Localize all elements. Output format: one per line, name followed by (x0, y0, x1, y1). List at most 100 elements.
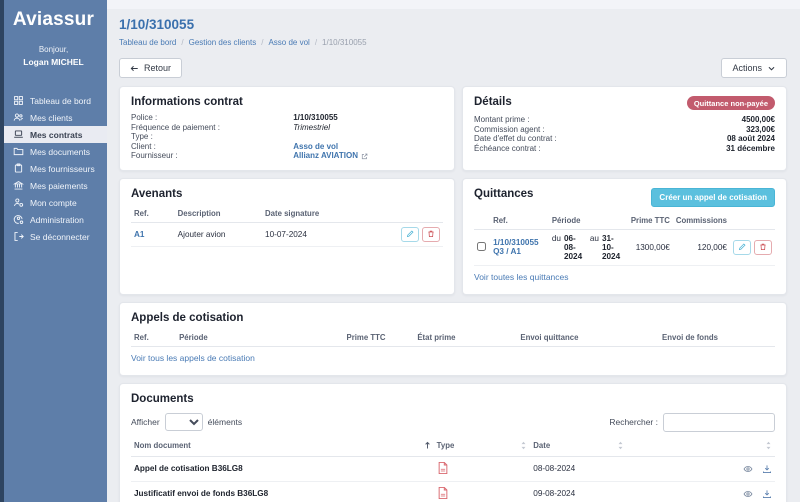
view-icon[interactable] (743, 464, 753, 474)
admin-icon (13, 215, 24, 225)
details-card: Détails Quittance non-payée Montant prim… (462, 86, 787, 171)
edit-button[interactable] (733, 239, 751, 255)
contract-info-list: Police : 1/10/310055 Fréquence de paieme… (131, 113, 443, 161)
info-row-type: Type : (131, 132, 153, 142)
view-all-quittances-link[interactable]: Voir toutes les quittances (474, 271, 569, 282)
col-actions (729, 211, 775, 230)
sidebar-item-label: Administration (30, 214, 84, 225)
detail-row-date-effet: Date d'effet du contrat : 08 août 2024 (474, 134, 775, 144)
sidebar-edge (0, 0, 4, 502)
avenant-row: A1 Ajouter avion 10-07-2024 (131, 222, 443, 247)
col-nom-document[interactable]: Nom document (131, 436, 434, 457)
client-link[interactable]: Asso de vol (293, 141, 339, 151)
download-icon[interactable] (762, 489, 772, 499)
col-document-actions[interactable] (626, 436, 775, 457)
supplier-link[interactable]: Allianz AVIATION (293, 151, 368, 161)
document-row: Justificatif envoi de fonds B36LG8 09-08… (131, 481, 775, 502)
sidebar-item-label: Se déconnecter (30, 231, 90, 242)
delete-button[interactable] (754, 239, 772, 255)
col-description: Description (174, 204, 263, 223)
page-length-select[interactable] (164, 413, 203, 432)
view-icon[interactable] (743, 489, 753, 499)
sidebar-item-mes-contrats[interactable]: Mes contrats (0, 126, 107, 144)
quittances-table: Ref. Période Prime TTC Commissions 1/10/… (474, 211, 775, 266)
actions-button-label: Actions (732, 63, 762, 73)
breadcrumb: Tableau de bord Gestion des clients Asso… (119, 38, 787, 47)
actions-button[interactable]: Actions (721, 58, 787, 78)
avenant-ref-link[interactable]: A1 (134, 229, 145, 239)
bank-icon (13, 181, 24, 190)
folder-icon (13, 148, 24, 156)
show-label: Afficher (131, 417, 160, 428)
col-prime-ttc: Prime TTC (343, 328, 415, 347)
sidebar-item-mes-documents[interactable]: Mes documents (0, 143, 107, 160)
download-icon[interactable] (762, 464, 772, 474)
sort-icon (520, 441, 527, 452)
sidebar-item-mon-compte[interactable]: Mon compte (0, 194, 107, 211)
quittance-ref-link[interactable]: 1/10/310055 Q3 / A1 (493, 238, 539, 257)
pdf-file-icon (437, 461, 449, 477)
avenants-table: Ref. Description Date signature A1 Ajout… (131, 204, 443, 247)
greeting-text: Bonjour, (38, 45, 69, 54)
search-control: Rechercher : (609, 412, 775, 432)
quittance-commissions: 120,00€ (672, 229, 730, 266)
create-appel-cotisation-button[interactable]: Créer un appel de cotisation (651, 187, 775, 207)
breadcrumb-asso-de-vol[interactable]: Asso de vol (268, 38, 310, 47)
appels-title: Appels de cotisation (131, 311, 244, 324)
breadcrumb-tableau-de-bord[interactable]: Tableau de bord (119, 38, 177, 47)
users-icon (13, 113, 23, 121)
sidebar-item-mes-fournisseurs[interactable]: Mes fournisseurs (0, 160, 107, 177)
delete-button[interactable] (422, 226, 440, 242)
col-commissions: Commissions (672, 211, 730, 230)
search-input[interactable] (663, 412, 775, 432)
sort-asc-icon (424, 441, 431, 452)
cards-row-2: Avenants Ref. Description Date signature… (119, 177, 787, 295)
quittances-card-head: Quittances Créer un appel de cotisation (474, 187, 775, 207)
quittance-prime: 1300,00€ (627, 229, 673, 266)
view-all-appels-link[interactable]: Voir tous les appels de cotisation (131, 352, 255, 363)
col-type[interactable]: Type (433, 436, 531, 457)
sidebar-item-label: Mes fournisseurs (30, 163, 95, 174)
page-length-control: Afficher éléments (131, 413, 242, 432)
user-gear-icon (14, 198, 24, 207)
avenants-header-row: Ref. Description Date signature (131, 204, 443, 223)
trash-icon (760, 244, 766, 251)
quittance-row: 1/10/310055 Q3 / A1 du 06-08-2024 au 31-… (474, 229, 775, 266)
sidebar-item-mes-paiements[interactable]: Mes paiements (0, 177, 107, 194)
edit-button[interactable] (401, 226, 419, 242)
avenant-description: Ajouter avion (174, 222, 263, 247)
quittances-header-row: Ref. Période Prime TTC Commissions (474, 211, 775, 230)
back-button[interactable]: Retour (119, 58, 183, 78)
sidebar-item-se-deconnecter[interactable]: Se déconnecter (0, 228, 107, 245)
avenants-card: Avenants Ref. Description Date signature… (119, 177, 455, 295)
col-select (474, 211, 491, 230)
avenants-title: Avenants (131, 187, 183, 200)
col-ref: Ref. (131, 204, 175, 223)
contract-info-card: Informations contrat Police : 1/10/31005… (119, 86, 455, 171)
col-envoi-quittance: Envoi quittance (517, 328, 660, 347)
quittances-card: Quittances Créer un appel de cotisation … (462, 177, 787, 295)
sidebar: Aviassur Bonjour, Logan MICHEL Tableau d… (0, 0, 107, 502)
sidebar-item-label: Tableau de bord (30, 95, 91, 106)
dashboard-icon (14, 96, 23, 106)
quittance-checkbox[interactable] (477, 241, 486, 251)
top-bar (107, 0, 800, 9)
sidebar-item-administration[interactable]: Administration (0, 211, 107, 228)
detail-row-commission: Commission agent : 323,00€ (474, 124, 775, 134)
toolbar: Retour Actions (119, 58, 787, 78)
document-name: Justificatif envoi de fonds B36LG8 (131, 481, 434, 502)
col-date[interactable]: Date (530, 436, 627, 457)
status-badge: Quittance non-payée (686, 96, 775, 110)
breadcrumb-gestion-des-clients[interactable]: Gestion des clients (188, 38, 257, 47)
sidebar-item-mes-clients[interactable]: Mes clients (0, 109, 107, 126)
document-date: 08-08-2024 (530, 456, 627, 482)
breadcrumb-current: 1/10/310055 (322, 38, 367, 47)
document-name: Appel de cotisation B36LG8 (131, 456, 434, 482)
documents-table: Nom document Type Date (131, 436, 775, 502)
app-logo: Aviassur (12, 9, 95, 30)
sidebar-item-tableau-de-bord[interactable]: Tableau de bord (0, 92, 107, 109)
sidebar-item-label: Mes clients (30, 112, 73, 123)
details-title: Détails (474, 96, 512, 108)
sort-icon (617, 441, 624, 452)
breadcrumb-separator (261, 38, 263, 47)
